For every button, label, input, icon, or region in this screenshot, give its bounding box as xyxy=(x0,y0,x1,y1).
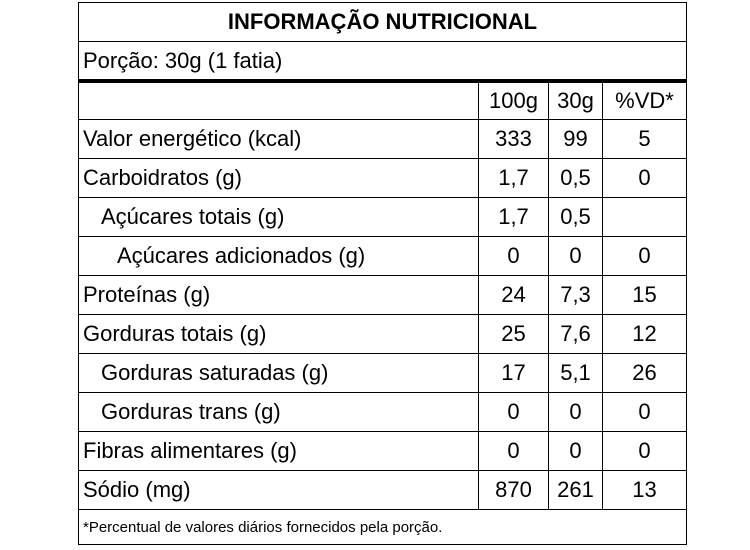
nutrient-row: Carboidratos (g) 1,7 0,5 0 xyxy=(78,158,688,198)
nutrient-row: Açúcares totais (g) 1,7 0,5 xyxy=(78,197,688,237)
nutrient-value: 99 xyxy=(548,119,603,159)
nutrient-value: 0 xyxy=(548,431,603,471)
nutrient-value: 25 xyxy=(478,314,549,354)
nutrient-label: Carboidratos (g) xyxy=(78,158,479,198)
nutrient-value: 5,1 xyxy=(548,353,603,393)
nutrient-value: 0,5 xyxy=(548,197,603,237)
nutrient-row: Gorduras saturadas (g) 17 5,1 26 xyxy=(78,353,688,393)
nutrient-value: 5 xyxy=(601,119,688,159)
portion: Porção: 30g (1 fatia) xyxy=(77,41,688,83)
header-cell: 30g xyxy=(548,80,603,120)
nutrient-value: 0 xyxy=(601,158,688,198)
header-cell: %VD* xyxy=(601,80,688,120)
title-row: INFORMAÇÃO NUTRICIONAL xyxy=(77,2,688,42)
header-row: 100g 30g %VD* xyxy=(78,80,688,120)
header-empty xyxy=(78,80,479,120)
nutrient-value: 0 xyxy=(478,236,549,276)
nutrient-row: Gorduras trans (g) 0 0 0 xyxy=(78,392,688,432)
nutrient-value: 333 xyxy=(478,119,549,159)
title: INFORMAÇÃO NUTRICIONAL xyxy=(77,2,688,42)
nutrient-value: 0 xyxy=(548,392,603,432)
nutrient-row: Proteínas (g) 24 7,3 15 xyxy=(78,275,688,315)
nutrient-label: Sódio (mg) xyxy=(78,470,479,510)
nutrient-value: 870 xyxy=(478,470,549,510)
nutrient-value: 1,7 xyxy=(478,158,549,198)
nutrient-row: Açúcares adicionados (g) 0 0 0 xyxy=(78,236,688,276)
nutrient-value: 26 xyxy=(601,353,688,393)
nutrient-value: 7,6 xyxy=(548,314,603,354)
nutrient-value: 0 xyxy=(478,392,549,432)
nutrient-value xyxy=(601,197,688,237)
nutrient-label: Fibras alimentares (g) xyxy=(78,431,479,471)
nutrient-value: 0 xyxy=(601,431,688,471)
footnote: *Percentual de valores diários fornecido… xyxy=(77,509,688,545)
nutrition-table: INFORMAÇÃO NUTRICIONAL Porção: 30g (1 fa… xyxy=(77,2,688,545)
nutrient-label: Açúcares adicionados (g) xyxy=(78,236,479,276)
footnote-row: *Percentual de valores diários fornecido… xyxy=(77,509,688,545)
nutrient-label: Gorduras totais (g) xyxy=(78,314,479,354)
nutrient-label: Valor energético (kcal) xyxy=(78,119,479,159)
nutrient-value: 0 xyxy=(478,431,549,471)
nutrient-value: 17 xyxy=(478,353,549,393)
header-cell: 100g xyxy=(478,80,549,120)
nutrient-value: 24 xyxy=(478,275,549,315)
nutrient-label: Açúcares totais (g) xyxy=(78,197,479,237)
nutrient-label: Gorduras saturadas (g) xyxy=(78,353,479,393)
nutrient-value: 13 xyxy=(601,470,688,510)
nutrient-value: 1,7 xyxy=(478,197,549,237)
portion-row: Porção: 30g (1 fatia) xyxy=(77,41,688,83)
nutrient-value: 12 xyxy=(601,314,688,354)
nutrient-row: Sódio (mg) 870 261 13 xyxy=(78,470,688,510)
nutrient-label: Gorduras trans (g) xyxy=(78,392,479,432)
nutrient-value: 0,5 xyxy=(548,158,603,198)
nutrient-value: 15 xyxy=(601,275,688,315)
nutrient-value: 0 xyxy=(548,236,603,276)
nutrient-value: 261 xyxy=(548,470,603,510)
nutrient-value: 0 xyxy=(601,392,688,432)
nutrient-row: Fibras alimentares (g) 0 0 0 xyxy=(78,431,688,471)
nutrient-label: Proteínas (g) xyxy=(78,275,479,315)
nutrient-value: 0 xyxy=(601,236,688,276)
nutrient-row: Valor energético (kcal) 333 99 5 xyxy=(78,119,688,159)
nutrient-value: 7,3 xyxy=(548,275,603,315)
nutrient-row: Gorduras totais (g) 25 7,6 12 xyxy=(78,314,688,354)
